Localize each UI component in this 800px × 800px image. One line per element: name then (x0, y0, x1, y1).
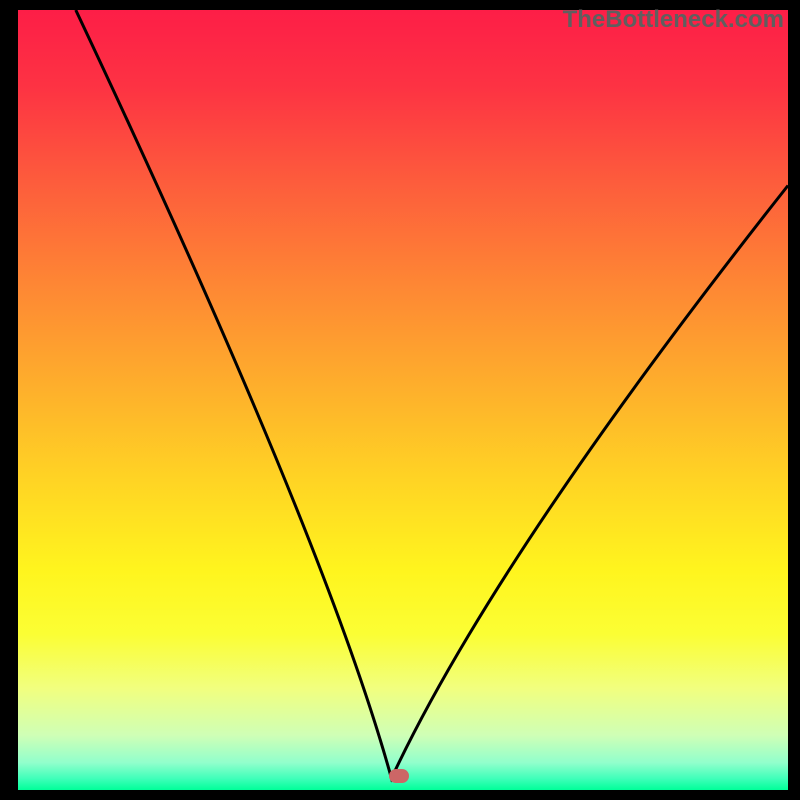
plot-area (18, 10, 788, 790)
bottleneck-curve (76, 10, 788, 778)
watermark-text: TheBottleneck.com (563, 6, 784, 34)
curve-layer (18, 10, 788, 790)
minimum-marker (389, 769, 409, 783)
chart-container: TheBottleneck.com (0, 0, 800, 800)
